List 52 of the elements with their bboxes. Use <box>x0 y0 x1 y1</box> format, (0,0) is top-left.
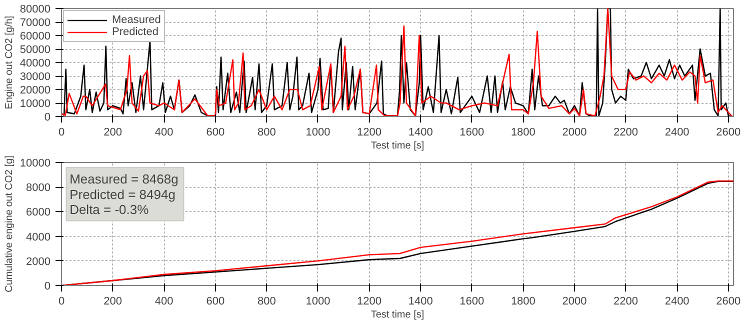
x-tick-label: 2200 <box>614 126 638 138</box>
x-tick-label: 2200 <box>614 296 638 308</box>
y-tick-label: 20000 <box>20 84 51 96</box>
y-tick-label: 10000 <box>20 158 51 170</box>
x-tick-label: 1800 <box>510 296 536 308</box>
x-axis-title: Test time [s] <box>370 310 424 320</box>
x-tick-label: 800 <box>258 126 276 138</box>
y-tick-label: 10000 <box>20 98 51 110</box>
x-tick-label: 400 <box>154 126 174 138</box>
annotation: Delta = -0.3% <box>70 202 150 218</box>
x-tick-label: 2600 <box>716 296 741 308</box>
x-tick-label: 0 <box>58 296 65 308</box>
y-axis-title: Cumulative engine out CO2 [g] <box>4 155 15 292</box>
y-tick-label: 30000 <box>20 71 51 83</box>
x-tick-label: 1200 <box>357 126 382 138</box>
legend-label: Measured <box>112 14 161 26</box>
x-tick-label: 1800 <box>510 126 536 138</box>
x-tick-label: 600 <box>206 126 225 138</box>
x-tick-label: 200 <box>104 126 122 138</box>
y-axis-title: Engine out CO2 [g/h] <box>4 16 15 110</box>
y-tick-label: 40000 <box>20 58 51 70</box>
x-tick-label: 2400 <box>664 296 690 308</box>
x-axis-title: Test time [s] <box>370 140 424 152</box>
legend-label: Predicted <box>112 26 158 38</box>
x-tick-label: 1400 <box>408 126 433 138</box>
x-tick-label: 2000 <box>562 126 587 138</box>
y-tick-label: 80000 <box>20 4 51 16</box>
x-tick-label: 1000 <box>306 126 330 138</box>
x-tick-label: 1200 <box>357 296 382 308</box>
x-tick-label: 1600 <box>460 296 484 308</box>
y-tick-label: 6000 <box>26 206 51 219</box>
annotation: Measured = 8468g <box>70 171 178 186</box>
x-tick-label: 600 <box>206 296 225 308</box>
x-tick-label: 400 <box>154 296 174 308</box>
x-tick-label: 2600 <box>716 126 741 138</box>
x-tick-label: 200 <box>104 296 122 308</box>
y-tick-label: 8000 <box>26 182 51 194</box>
y-tick-label: 0 <box>44 280 51 292</box>
x-tick-label: 1600 <box>460 126 484 138</box>
x-tick-label: 800 <box>258 296 276 308</box>
x-tick-label: 1000 <box>306 296 330 308</box>
y-tick-label: 4000 <box>26 231 51 244</box>
x-tick-label: 2400 <box>664 126 690 138</box>
x-tick-label: 2000 <box>562 296 587 308</box>
x-tick-label: 0 <box>58 126 65 138</box>
y-tick-label: 50000 <box>20 44 51 56</box>
y-tick-label: 2000 <box>26 256 51 268</box>
y-tick-label: 0 <box>44 112 51 124</box>
annotation: Predicted = 8494g <box>70 186 176 202</box>
y-tick-label: 60000 <box>20 30 51 42</box>
x-tick-label: 1400 <box>408 296 433 308</box>
y-tick-label: 70000 <box>20 17 51 29</box>
